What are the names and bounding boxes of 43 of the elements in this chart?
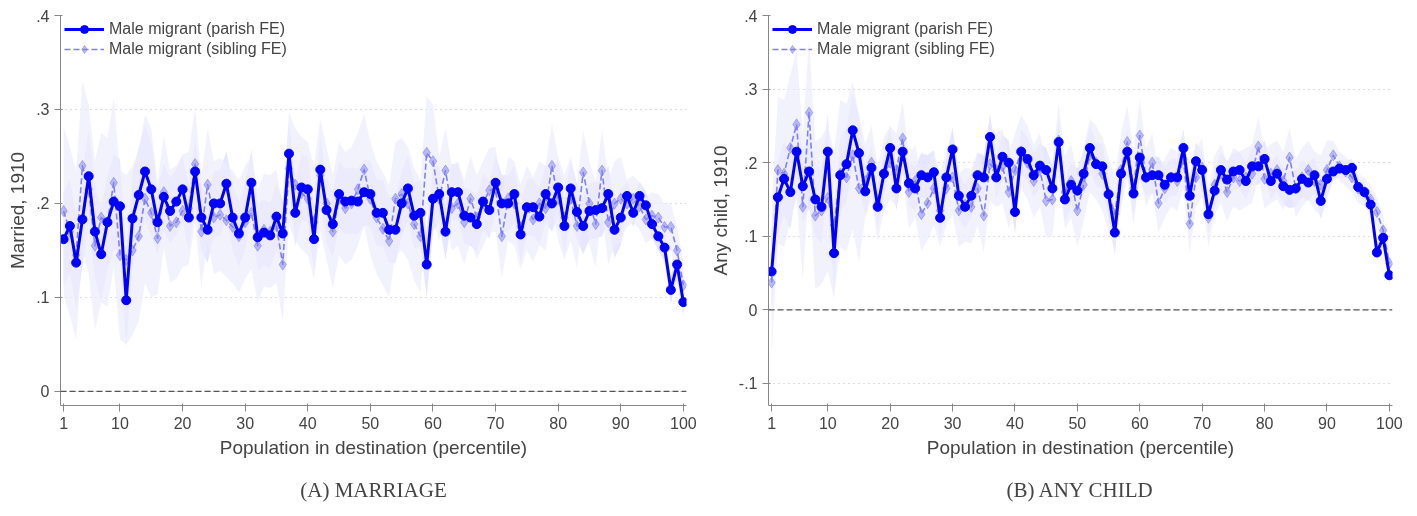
x-tick-label: 40 bbox=[1006, 414, 1024, 432]
x-tick-label: 90 bbox=[1318, 414, 1336, 432]
y-tick-label: .1 bbox=[744, 228, 758, 246]
legend-label: Male migrant (sibling FE) bbox=[109, 40, 287, 58]
legend-label: Male migrant (sibling FE) bbox=[817, 40, 995, 58]
y-tick-label: .4 bbox=[36, 7, 50, 25]
y-tick-label: -.1 bbox=[738, 375, 758, 393]
y-tick-label: .3 bbox=[744, 81, 758, 99]
y-tick-label: .2 bbox=[744, 154, 758, 172]
x-tick-label: 70 bbox=[1193, 414, 1212, 432]
x-tick-label: 100 bbox=[1376, 414, 1403, 432]
x-tick-label: 90 bbox=[611, 414, 630, 432]
x-tick-label: 80 bbox=[1255, 414, 1274, 432]
legend-label: Male migrant (parish FE) bbox=[817, 20, 994, 38]
x-tick-label: 100 bbox=[670, 414, 697, 432]
text: (B) ANY CHILD bbox=[1006, 477, 1153, 502]
x-tick-label: 20 bbox=[173, 414, 192, 432]
legend-label: Male migrant (parish FE) bbox=[109, 20, 286, 38]
y-axis-title: Married, 1910 bbox=[7, 151, 29, 270]
x-tick-label: 60 bbox=[424, 414, 442, 432]
y-tick-label: .3 bbox=[36, 101, 50, 119]
x-tick-label: 30 bbox=[236, 414, 255, 432]
x-tick-label: 1 bbox=[59, 414, 69, 432]
y-tick-label: 0 bbox=[40, 383, 50, 401]
x-tick-label: 20 bbox=[881, 414, 900, 432]
x-axis-title: Population in destination (percentile) bbox=[219, 436, 528, 458]
y-tick-label: .1 bbox=[36, 289, 50, 307]
x-tick-label: 60 bbox=[1130, 414, 1149, 432]
x-tick-label: 40 bbox=[298, 414, 317, 432]
x-tick-label: 50 bbox=[1068, 414, 1087, 432]
y-tick-label: .4 bbox=[744, 7, 758, 25]
x-axis-title: Population in destination (percentile) bbox=[926, 436, 1235, 458]
x-tick-label: 10 bbox=[818, 414, 837, 432]
x-tick-label: 1 bbox=[767, 414, 777, 432]
y-axis-title: Any child, 1910 bbox=[709, 145, 731, 276]
x-tick-label: 70 bbox=[486, 414, 505, 432]
x-tick-label: 50 bbox=[361, 414, 380, 432]
text: (A) MARRIAGE bbox=[300, 477, 447, 502]
x-tick-label: 80 bbox=[549, 414, 568, 432]
x-tick-label: 10 bbox=[111, 414, 129, 432]
y-tick-label: .2 bbox=[36, 195, 50, 213]
y-tick-label: 0 bbox=[748, 301, 758, 319]
x-tick-label: 30 bbox=[943, 414, 962, 432]
